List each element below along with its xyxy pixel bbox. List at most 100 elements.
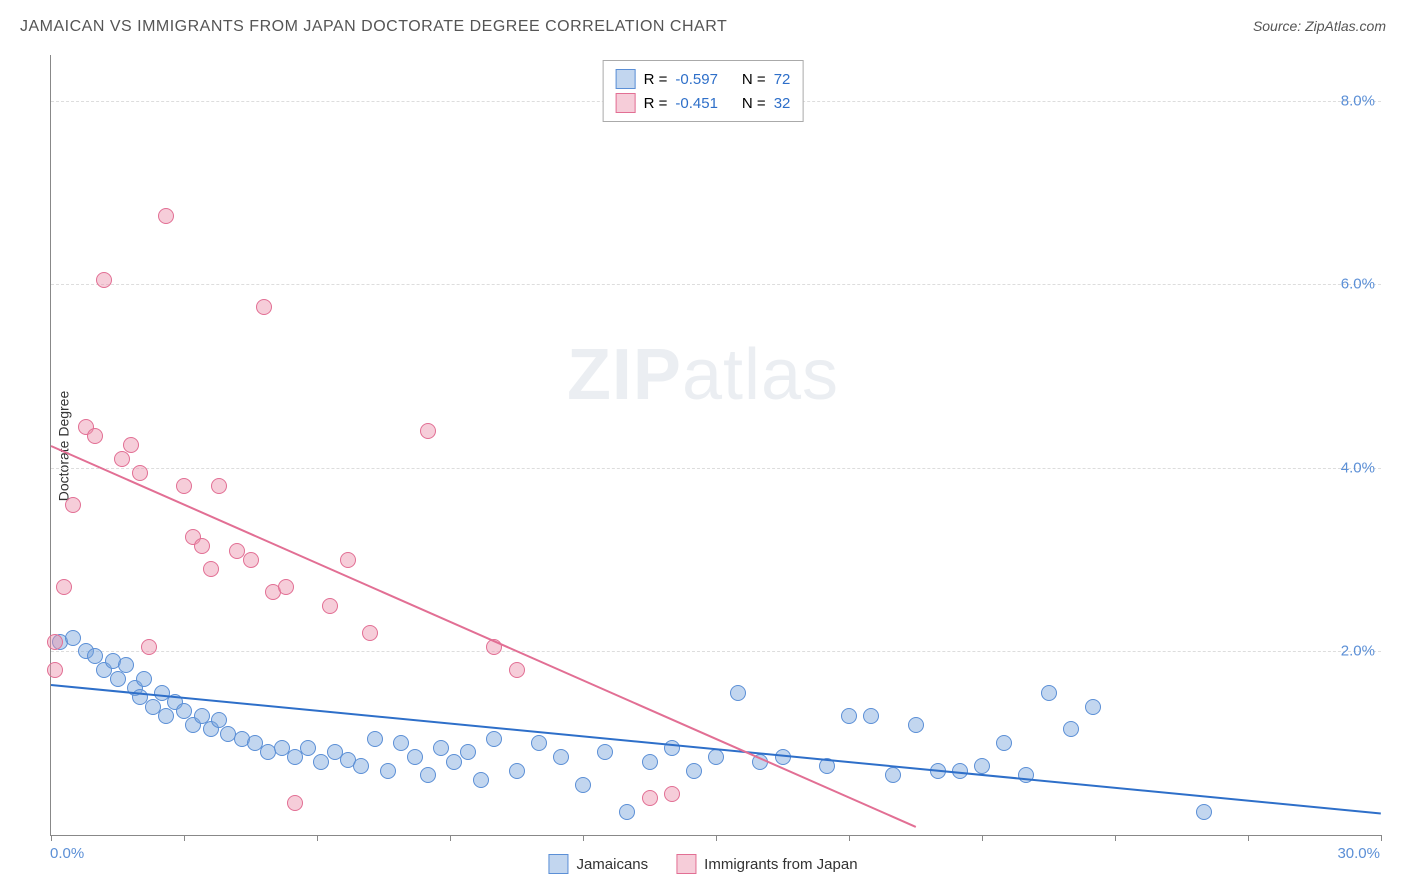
x-tick — [716, 835, 717, 841]
swatch-japan — [616, 93, 636, 113]
data-point — [194, 538, 210, 554]
plot-area: 2.0% 4.0% 6.0% 8.0% — [50, 55, 1381, 836]
legend-label-1: Jamaicans — [576, 856, 648, 873]
data-point — [110, 671, 126, 687]
data-point — [141, 639, 157, 655]
data-point — [908, 717, 924, 733]
data-point — [114, 451, 130, 467]
legend-item-jamaicans: Jamaicans — [548, 854, 648, 874]
x-tick — [450, 835, 451, 841]
legend-row-1: R = -0.597 N = 72 — [616, 67, 791, 91]
y-tick-label: 6.0% — [1341, 276, 1375, 293]
data-point — [393, 735, 409, 751]
data-point — [176, 478, 192, 494]
data-point — [287, 795, 303, 811]
legend-item-japan: Immigrants from Japan — [676, 854, 857, 874]
r-value-2: -0.451 — [675, 95, 718, 112]
data-point — [353, 758, 369, 774]
data-point — [730, 685, 746, 701]
data-point — [123, 437, 139, 453]
gridline — [51, 284, 1381, 285]
swatch-jamaicans — [616, 69, 636, 89]
x-tick — [317, 835, 318, 841]
data-point — [118, 657, 134, 673]
trend-line — [51, 445, 916, 828]
data-point — [203, 561, 219, 577]
data-point — [362, 625, 378, 641]
n-label: N = — [742, 95, 766, 112]
y-tick-label: 4.0% — [1341, 459, 1375, 476]
data-point — [664, 786, 680, 802]
data-point — [96, 272, 112, 288]
data-point — [300, 740, 316, 756]
data-point — [996, 735, 1012, 751]
y-tick-label: 8.0% — [1341, 92, 1375, 109]
data-point — [509, 662, 525, 678]
data-point — [642, 790, 658, 806]
data-point — [1018, 767, 1034, 783]
data-point — [433, 740, 449, 756]
legend-row-2: R = -0.451 N = 32 — [616, 91, 791, 115]
data-point — [56, 579, 72, 595]
data-point — [256, 299, 272, 315]
data-point — [460, 744, 476, 760]
data-point — [531, 735, 547, 751]
x-tick — [1115, 835, 1116, 841]
data-point — [420, 423, 436, 439]
data-point — [87, 428, 103, 444]
data-point — [65, 497, 81, 513]
data-point — [136, 671, 152, 687]
data-point — [664, 740, 680, 756]
data-point — [47, 634, 63, 650]
x-tick — [1248, 835, 1249, 841]
data-point — [322, 598, 338, 614]
chart-container: JAMAICAN VS IMMIGRANTS FROM JAPAN DOCTOR… — [0, 0, 1406, 892]
data-point — [1041, 685, 1057, 701]
gridline — [51, 651, 1381, 652]
data-point — [380, 763, 396, 779]
data-point — [1196, 804, 1212, 820]
y-tick-label: 2.0% — [1341, 643, 1375, 660]
legend-label-2: Immigrants from Japan — [704, 856, 857, 873]
r-value-1: -0.597 — [675, 71, 718, 88]
data-point — [642, 754, 658, 770]
data-point — [597, 744, 613, 760]
data-point — [407, 749, 423, 765]
data-point — [974, 758, 990, 774]
data-point — [132, 465, 148, 481]
data-point — [278, 579, 294, 595]
x-min-label: 0.0% — [50, 845, 84, 862]
x-tick — [184, 835, 185, 841]
data-point — [340, 552, 356, 568]
data-point — [619, 804, 635, 820]
n-value-2: 32 — [774, 95, 791, 112]
legend-correlation: R = -0.597 N = 72 R = -0.451 N = 32 — [603, 60, 804, 122]
source-label: Source: ZipAtlas.com — [1253, 18, 1386, 34]
data-point — [863, 708, 879, 724]
data-point — [367, 731, 383, 747]
data-point — [65, 630, 81, 646]
x-tick — [982, 835, 983, 841]
data-point — [708, 749, 724, 765]
data-point — [211, 478, 227, 494]
swatch-jamaicans-b — [548, 854, 568, 874]
x-max-label: 30.0% — [1337, 845, 1380, 862]
legend-series: Jamaicans Immigrants from Japan — [548, 854, 857, 874]
data-point — [486, 731, 502, 747]
x-tick — [1381, 835, 1382, 841]
data-point — [553, 749, 569, 765]
r-label: R = — [644, 95, 668, 112]
x-tick — [583, 835, 584, 841]
data-point — [47, 662, 63, 678]
swatch-japan-b — [676, 854, 696, 874]
chart-title: JAMAICAN VS IMMIGRANTS FROM JAPAN DOCTOR… — [20, 18, 727, 36]
data-point — [885, 767, 901, 783]
gridline — [51, 468, 1381, 469]
data-point — [420, 767, 436, 783]
n-value-1: 72 — [774, 71, 791, 88]
x-tick — [849, 835, 850, 841]
data-point — [473, 772, 489, 788]
data-point — [1063, 721, 1079, 737]
data-point — [158, 708, 174, 724]
data-point — [686, 763, 702, 779]
